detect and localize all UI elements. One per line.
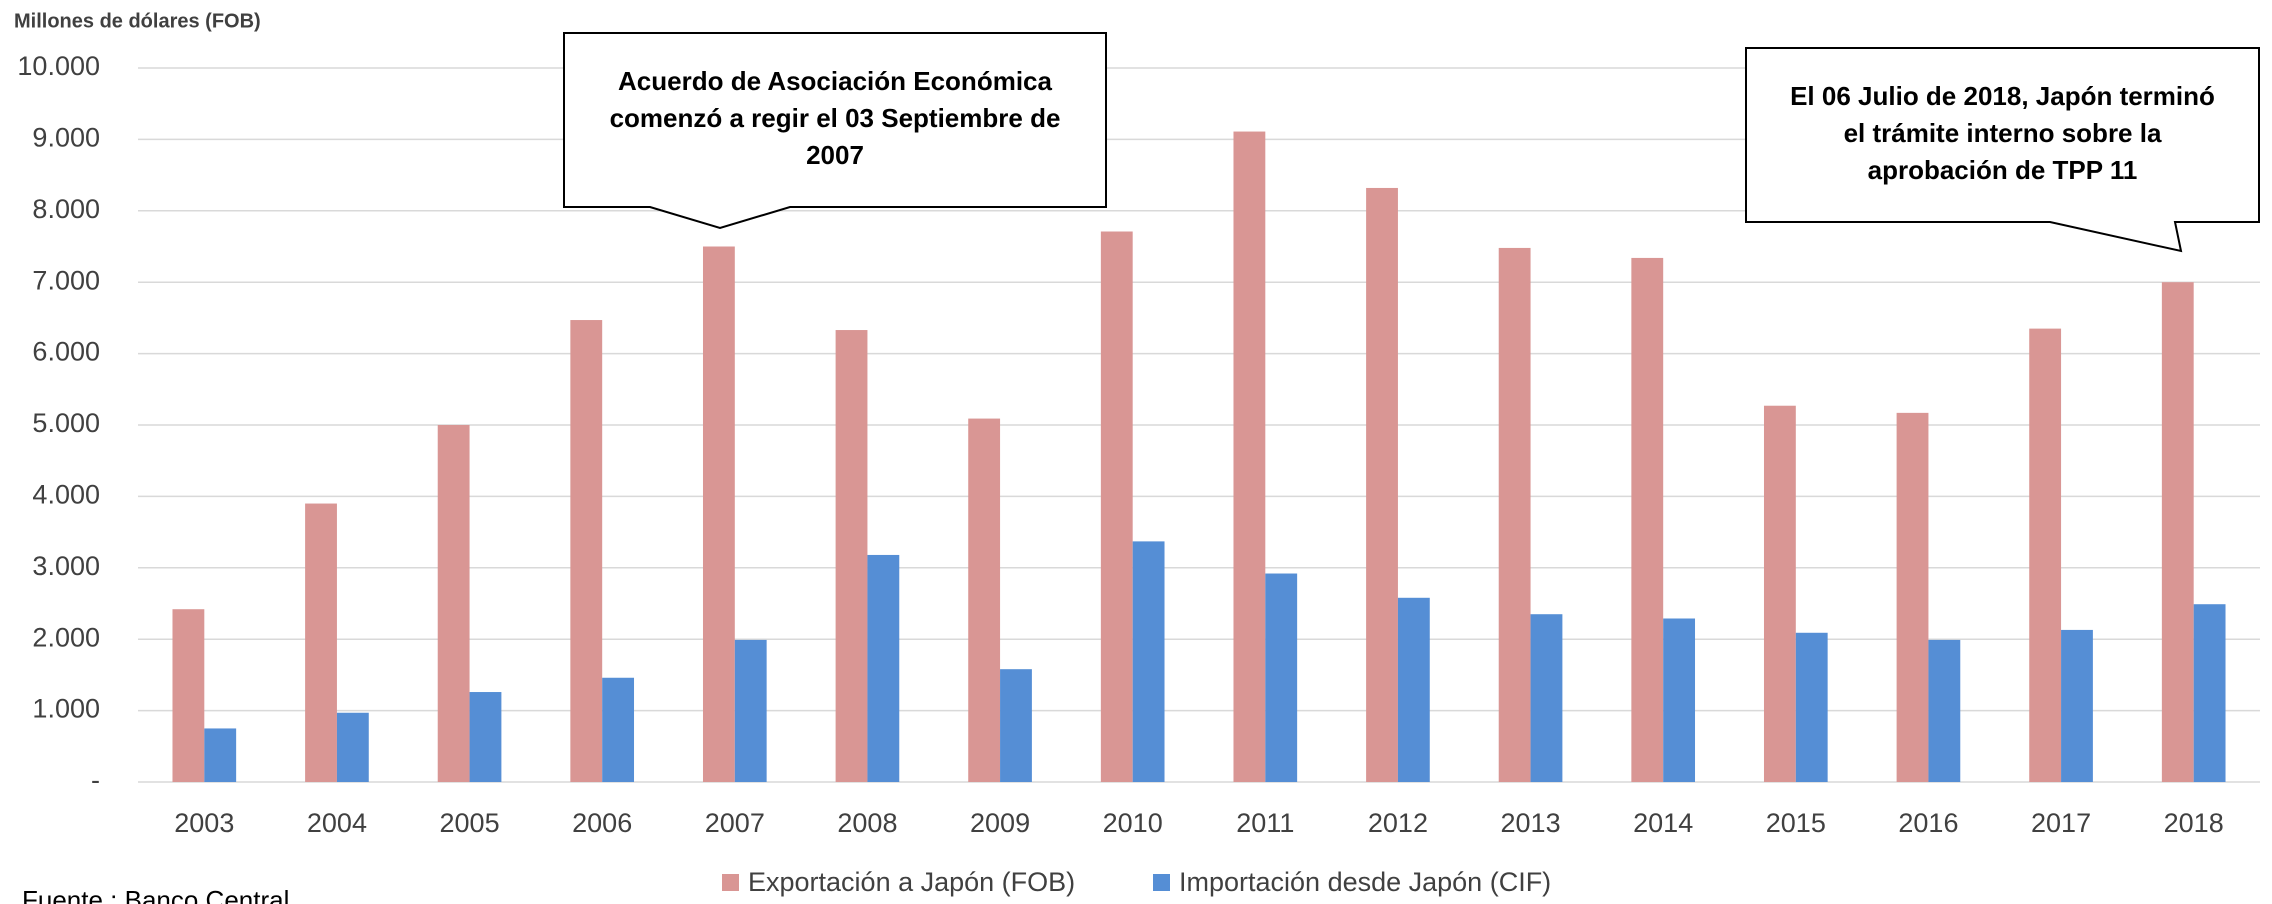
bar [702,246,735,782]
annotation-text: El 06 Julio de 2018, Japón terminó [1790,81,2215,111]
y-tick-label: 4.000 [32,480,100,510]
bar [2193,604,2226,782]
bar [1132,541,1165,782]
bar [437,425,470,782]
x-tick-label: 2004 [307,808,367,838]
bar [734,639,767,782]
y-tick-label: 7.000 [32,265,100,295]
bar [1631,257,1664,782]
bar [602,677,635,782]
y-tick-label: 9.000 [32,123,100,153]
callout [1745,47,2260,253]
legend-swatch [722,874,739,891]
x-tick-label: 2007 [705,808,765,838]
annotation-text: aprobación de TPP 11 [1868,155,2138,185]
y-tick-label: 6.000 [32,337,100,367]
x-tick-label: 2012 [1368,808,1428,838]
y-tick-label: - [91,765,100,795]
bar [2161,282,2194,782]
x-tick-label: 2008 [837,808,897,838]
bar [570,320,603,782]
bar [2061,629,2093,782]
bar [1265,573,1298,782]
x-tick-label: 2017 [2031,808,2091,838]
x-tick-label: 2013 [1501,808,1561,838]
bar [1233,131,1266,782]
y-axis-label: Millones de dólares (FOB) [14,10,261,32]
bar [1896,412,1929,782]
bar [867,554,900,782]
bar [1928,639,1961,782]
bar [968,418,1001,782]
x-tick-label: 2018 [2164,808,2224,838]
callout [563,32,1107,230]
annotation-text: el trámite interno sobre la [1844,118,2162,148]
x-tick-label: 2009 [970,808,1030,838]
bar [172,609,205,782]
y-tick-label: 5.000 [32,408,100,438]
bar [2029,328,2062,782]
bar [336,712,369,782]
legend-label: Exportación a Japón (FOB) [748,867,1075,897]
y-tick-label: 3.000 [32,551,100,581]
bar [1795,632,1828,782]
bar [1100,231,1133,783]
y-tick-label: 2.000 [32,622,100,652]
bar [204,728,237,782]
annotation-text: Acuerdo de Asociación Económica [618,66,1052,96]
x-tick-label: 2015 [1766,808,1826,838]
bar [305,503,337,782]
x-tick-label: 2005 [440,808,500,838]
bar [1397,597,1430,782]
y-tick-label: 8.000 [32,194,100,224]
x-tick-label: 2014 [1633,808,1693,838]
bar [1366,187,1398,782]
x-tick-label: 2006 [572,808,632,838]
x-tick-label: 2010 [1103,808,1163,838]
y-tick-label: 10.000 [17,51,100,81]
legend-label: Importación desde Japón (CIF) [1179,867,1551,897]
x-tick-label: 2003 [174,808,234,838]
bar [469,692,502,782]
bar [1763,405,1796,782]
bar [1663,618,1696,782]
bar [1530,614,1563,782]
bar [1498,247,1531,783]
annotation-text: 2007 [806,140,864,170]
source: Fuente : Banco Central [22,885,289,904]
annotation-text: comenzó a regir el 03 Septiembre de [610,103,1061,133]
y-tick-label: 1.000 [32,694,100,724]
legend-swatch [1153,874,1170,891]
bar [835,330,868,782]
x-tick-label: 2011 [1236,808,1294,838]
bar [1000,669,1032,782]
x-tick-label: 2016 [1898,808,1958,838]
